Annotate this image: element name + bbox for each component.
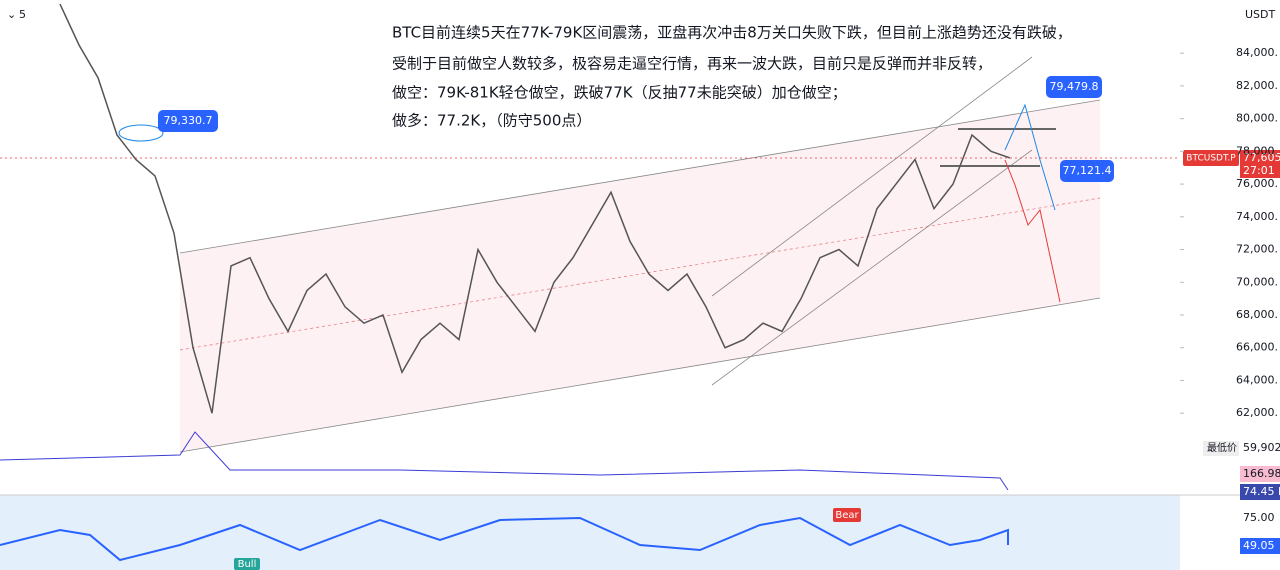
rsi-upper: 75.00: [1243, 511, 1275, 524]
channel-top: [179, 99, 1101, 254]
y-tick-label: 76,000.: [1236, 177, 1278, 190]
bull-box: [234, 558, 260, 570]
volume-box: [1240, 466, 1280, 482]
scenario-up: [1004, 103, 1056, 211]
callout-box: [158, 110, 218, 132]
sub-channel-bottom: [711, 149, 1033, 386]
range-high-line: [958, 128, 1056, 130]
annotation-line: 做空：79K-81K轻仓做空，跌破77K（反抽77未能突破）加仓做空；: [392, 84, 847, 102]
interval[interactable]: 5: [19, 8, 26, 21]
callout: 77,121.4: [1063, 164, 1112, 177]
rsi-panel: [0, 495, 1180, 570]
last-price: 77,605.: [1243, 151, 1280, 164]
annotation-line: 受制于目前做空人数较多，极容易走逼空行情，再来一波大跌，目前只是反弹而并非反转，: [392, 55, 992, 73]
chevron[interactable]: ⌄: [7, 8, 16, 21]
price-line: [59, 3, 1011, 414]
callout-box: [1046, 76, 1102, 98]
symbol-box: [1183, 150, 1239, 166]
countdown: 27:01: [1243, 164, 1275, 177]
rsi-line: [0, 516, 1009, 562]
last-price-box: [1240, 150, 1280, 178]
rsi-value: 49.05: [1243, 539, 1275, 552]
y-tick-label: 72,000.: [1236, 243, 1278, 256]
y-tick-label: 84,000.: [1236, 46, 1278, 59]
channel-fill: [180, 100, 1100, 452]
callout: 79,479.8: [1050, 80, 1099, 93]
annotation-line: 做多：77.2K，（防守500点）: [392, 112, 591, 130]
y-tick-label: 80,000.: [1236, 112, 1278, 125]
range-low-line: [940, 165, 1040, 167]
volume-ma: [0, 431, 1009, 491]
y-tick-label: 62,000.: [1236, 406, 1278, 419]
symbol: BTCUSDT.P: [1186, 154, 1236, 164]
high-ellipse: [118, 124, 164, 142]
y-tick-label: 70,000.: [1236, 275, 1278, 288]
y-tick-label: 64,000.: [1236, 373, 1278, 386]
y-tick-label: 66,000.: [1236, 341, 1278, 354]
y-tick-label: 78,000.: [1236, 144, 1278, 157]
volume-box: [1240, 484, 1280, 500]
y-tick-label: 74,000.: [1236, 210, 1278, 223]
volume-b: 74.45 M: [1243, 485, 1280, 498]
volume-a: 166.98: [1243, 467, 1280, 480]
bull-label: Bull: [238, 559, 257, 570]
sub-channel-top: [711, 56, 1033, 297]
y-tick-label: 82,000.: [1236, 79, 1278, 92]
channel-bottom: [179, 297, 1101, 453]
currency: USDT: [1245, 8, 1276, 21]
y-tick-label: 68,000.: [1236, 308, 1278, 321]
bear-label: Bear: [835, 510, 859, 521]
annotation-line: BTC目前连续5天在77K-79K区间震荡，亚盘再次冲击8万关口失败下跌，但目前…: [392, 24, 1072, 42]
callout: 79,330.7: [164, 114, 213, 127]
bear-box: [833, 508, 861, 522]
low-price: 59,902.: [1243, 441, 1280, 454]
low-box: [1203, 441, 1239, 456]
scenario-down: [1004, 159, 1061, 303]
rsi-value-box: [1240, 538, 1280, 554]
callout-box: [1060, 160, 1114, 182]
low-label: 最低价: [1207, 441, 1237, 454]
